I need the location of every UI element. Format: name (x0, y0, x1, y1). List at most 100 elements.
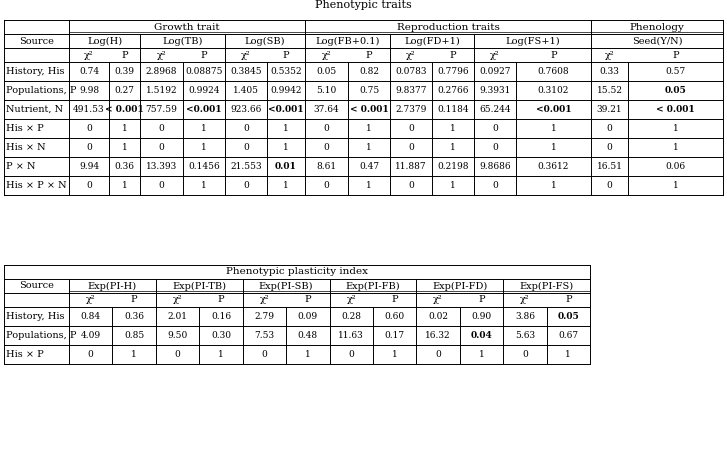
Text: 0: 0 (243, 181, 249, 190)
Text: χ²: χ² (490, 51, 500, 59)
Text: 0: 0 (158, 124, 164, 133)
Text: His × P: His × P (6, 350, 44, 359)
Text: Source: Source (19, 36, 54, 45)
Text: 0: 0 (348, 350, 354, 359)
Text: P: P (550, 51, 557, 59)
Text: 1: 1 (305, 350, 310, 359)
Text: 1: 1 (121, 124, 127, 133)
Text: 65.244: 65.244 (479, 105, 511, 114)
Text: Exp(PI-TB): Exp(PI-TB) (172, 281, 226, 291)
Text: 1: 1 (478, 350, 484, 359)
Text: 0.06: 0.06 (665, 162, 686, 171)
Text: 16.32: 16.32 (425, 331, 451, 340)
Text: 0: 0 (408, 124, 414, 133)
Text: Log(FD+1): Log(FD+1) (404, 36, 460, 46)
Text: 0.5352: 0.5352 (270, 67, 302, 76)
Text: 0: 0 (86, 143, 92, 152)
Text: Exp(PI-FS): Exp(PI-FS) (520, 281, 574, 291)
Text: 13.393: 13.393 (146, 162, 177, 171)
Text: 1: 1 (672, 124, 678, 133)
Text: 0: 0 (324, 181, 329, 190)
Text: χ²: χ² (260, 295, 269, 304)
Text: P: P (366, 51, 372, 59)
Text: 8.61: 8.61 (316, 162, 337, 171)
Text: 0.7608: 0.7608 (538, 67, 569, 76)
Text: 11.63: 11.63 (338, 331, 364, 340)
Text: 0.67: 0.67 (558, 331, 579, 340)
Text: Phenotypic plasticity index: Phenotypic plasticity index (226, 268, 368, 277)
Text: Source: Source (19, 281, 54, 290)
Text: 0.74: 0.74 (79, 67, 99, 76)
Text: 0.33: 0.33 (600, 67, 619, 76)
Text: 0: 0 (606, 181, 612, 190)
Text: 0.3845: 0.3845 (230, 67, 262, 76)
Text: <0.001: <0.001 (268, 105, 304, 114)
Text: Populations, P: Populations, P (6, 86, 76, 95)
Text: χ²: χ² (173, 295, 182, 304)
Text: 9.94: 9.94 (79, 162, 99, 171)
Text: 0.02: 0.02 (428, 312, 448, 321)
Text: 1: 1 (201, 143, 207, 152)
Text: 0: 0 (324, 143, 329, 152)
Text: 0: 0 (86, 181, 92, 190)
Text: 4.09: 4.09 (81, 331, 101, 340)
Text: 0: 0 (158, 181, 164, 190)
Text: P: P (565, 295, 571, 304)
Text: 0.39: 0.39 (114, 67, 134, 76)
Text: 37.64: 37.64 (313, 105, 340, 114)
Text: 0.3102: 0.3102 (538, 86, 569, 95)
Text: 0.27: 0.27 (114, 86, 134, 95)
Text: 0.08875: 0.08875 (185, 67, 222, 76)
Text: χ²: χ² (321, 51, 332, 59)
Text: 1: 1 (450, 181, 456, 190)
Text: 0.36: 0.36 (114, 162, 134, 171)
Text: 1: 1 (550, 181, 556, 190)
Text: Log(FB+0.1): Log(FB+0.1) (316, 36, 379, 46)
Text: 1: 1 (392, 350, 398, 359)
Text: His × P × N: His × P × N (6, 181, 67, 190)
Text: 1: 1 (450, 124, 456, 133)
Text: 2.8968: 2.8968 (145, 67, 177, 76)
Text: 0.90: 0.90 (471, 312, 491, 321)
Text: 0.05: 0.05 (664, 86, 686, 95)
Text: 0: 0 (158, 143, 164, 152)
Text: 0: 0 (243, 143, 249, 152)
Text: 0: 0 (492, 181, 498, 190)
Text: 0.2766: 0.2766 (437, 86, 469, 95)
Text: 0.48: 0.48 (298, 331, 318, 340)
Text: 0.9942: 0.9942 (270, 86, 302, 95)
Text: 0.0783: 0.0783 (395, 67, 427, 76)
Text: 5.63: 5.63 (515, 331, 535, 340)
Text: P: P (305, 295, 311, 304)
Text: P: P (283, 51, 289, 59)
Text: 0: 0 (492, 143, 498, 152)
Text: P × N: P × N (6, 162, 36, 171)
Text: 923.66: 923.66 (230, 105, 262, 114)
Text: 491.53: 491.53 (73, 105, 105, 114)
Text: 0.36: 0.36 (124, 312, 144, 321)
Text: χ²: χ² (406, 51, 416, 59)
Text: History, His: History, His (6, 312, 65, 321)
Text: 9.8377: 9.8377 (395, 86, 427, 95)
Text: < 0.001: < 0.001 (656, 105, 695, 114)
Text: 0.2198: 0.2198 (437, 162, 469, 171)
Text: 1: 1 (132, 350, 137, 359)
Text: 1: 1 (121, 143, 127, 152)
Text: 1: 1 (366, 143, 372, 152)
Text: 0: 0 (324, 124, 329, 133)
Text: 0.17: 0.17 (385, 331, 405, 340)
Text: χ²: χ² (520, 295, 530, 304)
Text: <0.001: <0.001 (186, 105, 222, 114)
Text: 9.8686: 9.8686 (479, 162, 511, 171)
Text: 0.85: 0.85 (124, 331, 144, 340)
Text: 7.53: 7.53 (254, 331, 274, 340)
Text: 9.98: 9.98 (79, 86, 99, 95)
Text: χ²: χ² (433, 295, 443, 304)
Text: 0: 0 (606, 143, 612, 152)
Text: 1: 1 (366, 124, 372, 133)
Text: 2.7379: 2.7379 (395, 105, 427, 114)
Text: 1: 1 (672, 181, 678, 190)
Text: P: P (217, 295, 224, 304)
Text: 1.5192: 1.5192 (145, 86, 177, 95)
Text: χ²: χ² (157, 51, 166, 59)
